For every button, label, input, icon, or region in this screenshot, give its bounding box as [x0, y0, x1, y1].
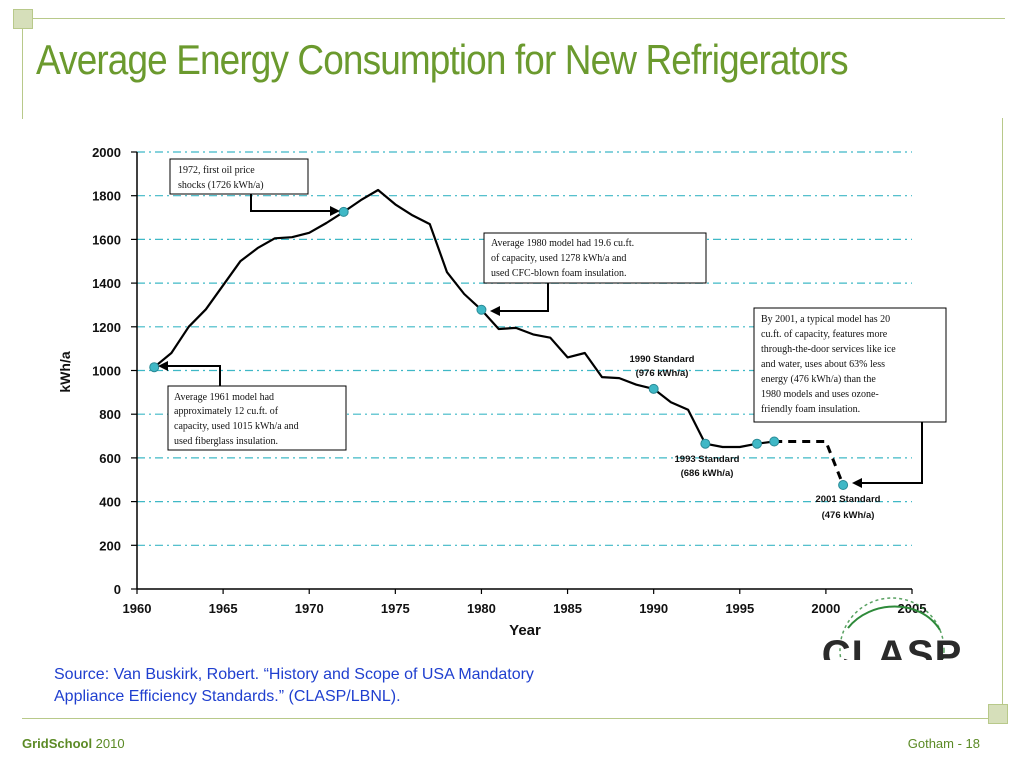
annotation-arrow-1961 [168, 365, 221, 386]
annotation-2001-line-5: energy (476 kWh/a) than the [761, 374, 876, 385]
y-tick-label: 1400 [92, 276, 121, 291]
x-tick-label: 2000 [811, 601, 840, 616]
y-tick-label: 800 [99, 407, 121, 422]
y-tick-label: 1800 [92, 189, 121, 204]
footer-page-number: Gotham - 18 [907, 736, 980, 751]
data-point-1993 [700, 438, 711, 449]
annotation-1961-line-2: approximately 12 cu.ft. of [174, 406, 279, 417]
y-tick-label: 200 [99, 538, 121, 553]
series-line-0 [153, 188, 775, 449]
content-frame [22, 118, 1003, 719]
footer-brand-name: GridSchool [22, 736, 93, 751]
data-point-1990 [648, 383, 659, 394]
x-tick-label: 1975 [381, 601, 410, 616]
standard-2001-label: 2001 Standard [816, 494, 881, 505]
annotation-2001-line-3: through-the-door services like ice [761, 344, 896, 355]
annotation-1972-line-1: 1972, first oil price [178, 165, 255, 176]
annotation-1961-line-3: capacity, used 1015 kWh/a and [174, 421, 299, 432]
clasp-logo-text: CLASP [822, 633, 963, 660]
annotation-arrowhead-1972 [330, 206, 340, 216]
clasp-logo-globe [839, 597, 945, 660]
annotation-1980-line-2: of capacity, used 1278 kWh/a and [491, 253, 626, 264]
x-tick-label: 1960 [123, 601, 152, 616]
x-tick-label: 1995 [725, 601, 754, 616]
x-tick-label: 1985 [553, 601, 582, 616]
x-axis-label: Year [509, 622, 541, 639]
standard-1990-label: 1990 Standard [630, 354, 695, 365]
annotation-1961-line-4: used fiberglass insulation. [174, 436, 278, 447]
annotation-arrow-2001 [862, 422, 923, 484]
corner-square-bottom-right [988, 704, 1008, 724]
annotation-arrowhead-1980 [490, 306, 500, 316]
title-frame [22, 18, 1005, 119]
y-tick-label: 400 [99, 495, 121, 510]
y-tick-label: 1600 [92, 232, 121, 247]
clasp-logo-swoosh [847, 605, 941, 631]
annotation-box-1980 [483, 232, 707, 284]
annotation-1972-line-2: shocks (1726 kWh/a) [178, 180, 264, 191]
standard-1993-value: (686 kWh/a) [681, 468, 734, 479]
source-citation: Source: Van Buskirk, Robert. “History an… [54, 664, 674, 708]
data-point-1996 [752, 438, 762, 449]
x-tick-label: 1980 [467, 601, 496, 616]
y-tick-label: 2000 [92, 145, 121, 160]
data-point-1980 [476, 304, 487, 315]
annotation-2001-line-1: By 2001, a typical model has 20 [761, 314, 890, 325]
y-tick-label: 1000 [92, 364, 121, 379]
energy-chart: 0 200 400 600 800 1000 1200 1400 1600 1800 2000 196… [57, 145, 963, 660]
annotation-arrow-1972 [250, 194, 335, 212]
data-point-1997 [769, 436, 780, 447]
corner-square-top-left [13, 9, 33, 29]
annotation-arrow-1980 [500, 283, 549, 312]
series-line-1 [774, 440, 845, 486]
annotation-2001-line-4: and water, uses about 63% less [761, 359, 885, 370]
source-line-2: Appliance Efficiency Standards.” (CLASP/… [54, 688, 401, 705]
x-tick-label: 1990 [639, 601, 668, 616]
standard-1993-label: 1993 Standard [675, 454, 740, 465]
y-axis-label: kWh/a [57, 351, 73, 392]
annotation-2001-line-7: friendly foam insulation. [761, 404, 860, 415]
data-point-2001 [838, 479, 849, 490]
standard-1990-value: (976 kWh/a) [636, 368, 689, 379]
annotation-1961-line-1: Average 1961 model had [174, 392, 274, 403]
y-tick-label: 600 [99, 451, 121, 466]
data-point-1972 [338, 206, 349, 217]
annotation-1980-line-1: Average 1980 model had 19.6 cu.ft. [491, 238, 634, 249]
clasp-logo: CLASP [822, 597, 963, 660]
annotation-box-1972 [169, 158, 309, 195]
data-point-1961 [149, 362, 160, 373]
x-tick-label: 1970 [295, 601, 324, 616]
annotation-2001-line-2: cu.ft. of capacity, features more [761, 329, 888, 340]
footer-brand: GridSchool 2010 [22, 736, 125, 751]
y-tick-label: 1200 [92, 320, 121, 335]
source-line-1: Source: Van Buskirk, Robert. “History an… [54, 666, 534, 683]
annotation-arrowhead-1961 [158, 361, 168, 371]
annotation-1980-line-3: used CFC-blown foam insulation. [491, 268, 627, 279]
annotation-2001-line-6: 1980 models and uses ozone- [761, 389, 879, 400]
standard-2001-value: (476 kWh/a) [822, 510, 875, 521]
annotation-box-2001 [753, 307, 947, 423]
annotation-arrowhead-2001 [852, 478, 862, 488]
annotation-box-1961 [167, 385, 347, 451]
slide-title: Average Energy Consumption for New Refri… [36, 36, 849, 83]
x-tick-label: 1965 [209, 601, 238, 616]
y-tick-label: 0 [114, 582, 121, 597]
footer-year: 2010 [92, 736, 125, 751]
